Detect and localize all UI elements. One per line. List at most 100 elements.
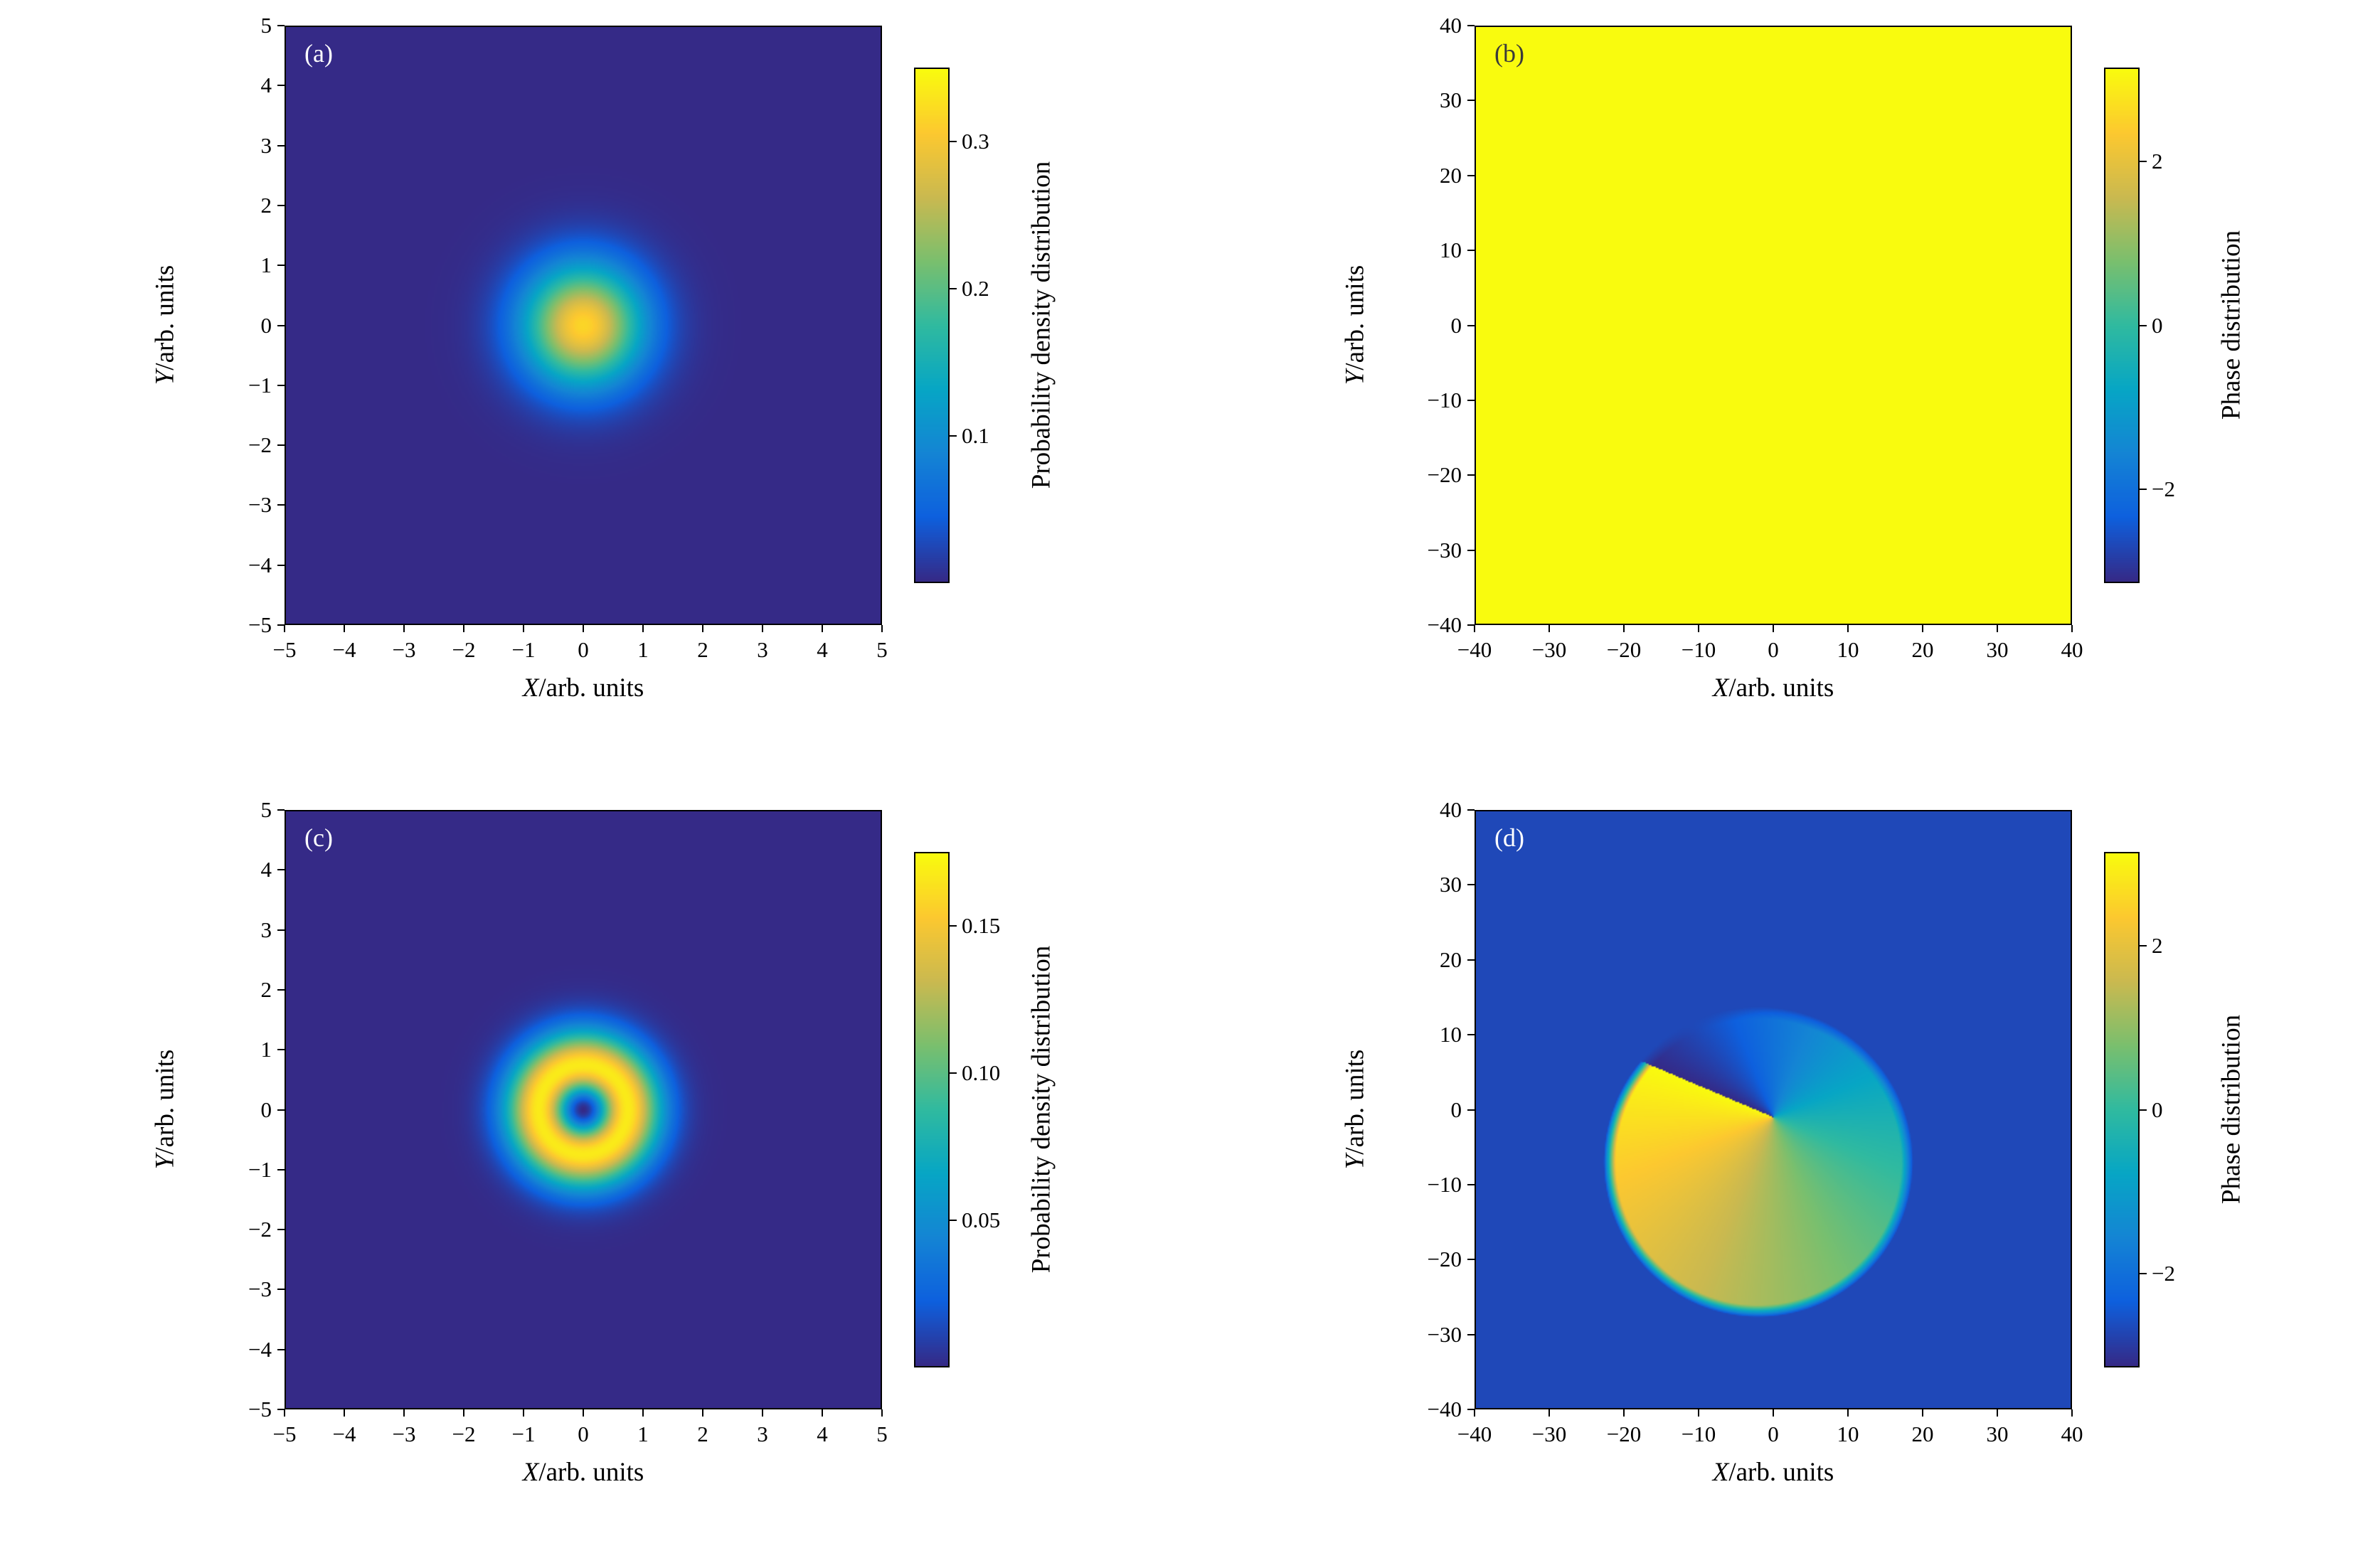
- x-tick-label: 30: [1986, 637, 2009, 662]
- x-tick: [881, 1409, 883, 1417]
- y-tick-label: −1: [248, 372, 272, 398]
- x-tick: [642, 625, 644, 632]
- x-tick-label: −1: [511, 1422, 536, 1446]
- x-tick-label: 0: [1768, 1422, 1779, 1446]
- colorbar-tick-label: 0.2: [962, 275, 989, 301]
- colorbar-tick-label: 0.10: [962, 1060, 1001, 1085]
- x-tick-label: 2: [697, 1422, 708, 1446]
- x-tick: [583, 1409, 584, 1417]
- x-axis-units: /arb. units: [1728, 1458, 1834, 1487]
- y-tick: [1467, 1034, 1475, 1036]
- y-tick: [277, 564, 285, 566]
- x-tick: [463, 1409, 464, 1417]
- y-tick-label: 0: [1450, 312, 1462, 338]
- y-tick: [1467, 809, 1475, 811]
- x-tick-label: −30: [1531, 637, 1567, 662]
- x-tick-label: 40: [2061, 637, 2083, 662]
- x-tick: [284, 1409, 285, 1417]
- x-tick: [403, 1409, 405, 1417]
- y-tick-label: −20: [1427, 462, 1462, 488]
- y-tick: [277, 444, 285, 447]
- y-tick: [1467, 250, 1475, 252]
- x-tick: [822, 1409, 823, 1417]
- x-axis-label-b: X/arb. units: [1475, 673, 2072, 703]
- y-tick: [1467, 174, 1475, 176]
- colorbar-tick: [2140, 1109, 2147, 1111]
- x-tick-label: 20: [1911, 637, 1934, 662]
- y-tick-label: −1: [248, 1156, 272, 1182]
- y-tick-label: 0: [1450, 1097, 1462, 1122]
- y-tick: [1467, 884, 1475, 886]
- x-axis-units: /arb. units: [538, 1458, 644, 1487]
- colorbar-label-d: Phase distribution: [2216, 1014, 2246, 1205]
- y-tick-label: −2: [248, 432, 272, 458]
- x-tick: [1773, 1409, 1774, 1417]
- y-tick-label: 4: [260, 857, 272, 882]
- colorbar-gradient-a: [915, 69, 948, 582]
- x-tick-label: −1: [511, 637, 536, 662]
- x-axis-label-d: X/arb. units: [1475, 1457, 2072, 1488]
- y-tick-label: 20: [1440, 162, 1462, 188]
- x-tick-label: −40: [1457, 1422, 1492, 1446]
- y-tick: [1467, 25, 1475, 26]
- x-tick-label: −4: [332, 637, 356, 662]
- colorbar-tick-label: 2: [2152, 148, 2163, 174]
- x-tick-label: 30: [1986, 1422, 2009, 1446]
- x-tick: [1997, 1409, 1998, 1417]
- plot-area-c: (c): [285, 810, 882, 1409]
- y-tick: [277, 85, 285, 87]
- y-tick-label: 2: [260, 976, 272, 1002]
- y-tick: [277, 1289, 285, 1291]
- colorbar-tick: [2140, 944, 2147, 946]
- y-tick-label: 1: [260, 1037, 272, 1062]
- x-tick-label: −4: [332, 1422, 356, 1446]
- y-tick-label: 0: [260, 312, 272, 338]
- colorbar-tick: [2140, 1273, 2147, 1275]
- y-tick: [277, 25, 285, 26]
- y-tick-label: 40: [1440, 797, 1462, 822]
- x-axis-variable: X: [1712, 673, 1729, 703]
- x-axis-variable: X: [522, 673, 539, 703]
- y-tick: [277, 504, 285, 506]
- colorbar-tick: [2140, 160, 2147, 162]
- colorbar-b: [2104, 68, 2140, 583]
- x-tick-label: −3: [392, 1422, 416, 1446]
- y-tick: [277, 1168, 285, 1170]
- x-tick-label: −3: [392, 637, 416, 662]
- x-tick: [702, 625, 703, 632]
- y-tick: [277, 324, 285, 326]
- x-tick: [583, 625, 584, 632]
- x-tick-label: −20: [1606, 1422, 1642, 1446]
- colorbar-label-b: Phase distribution: [2216, 230, 2246, 420]
- colorbar-a: [914, 68, 950, 583]
- x-tick: [1997, 625, 1998, 632]
- colorbar-tick: [950, 140, 957, 142]
- y-tick: [277, 988, 285, 991]
- y-tick: [277, 809, 285, 811]
- colorbar-tick-label: 0: [2152, 312, 2163, 338]
- colorbar-tick-label: −2: [2152, 1261, 2175, 1286]
- y-tick-label: −10: [1427, 387, 1462, 412]
- y-tick: [1467, 959, 1475, 961]
- x-tick: [523, 1409, 524, 1417]
- x-tick: [762, 1409, 763, 1417]
- y-tick-label: 10: [1440, 1022, 1462, 1047]
- x-tick: [702, 1409, 703, 1417]
- y-tick: [277, 869, 285, 871]
- colorbar-tick-label: 0.3: [962, 128, 989, 154]
- y-tick-label: −2: [248, 1217, 272, 1242]
- x-tick-label: 2: [697, 637, 708, 662]
- y-tick: [277, 384, 285, 386]
- y-tick-label: −3: [248, 492, 272, 518]
- x-tick-label: −2: [452, 637, 476, 662]
- heatmap-d: [1476, 811, 2071, 1408]
- y-tick: [1467, 549, 1475, 551]
- x-axis-units: /arb. units: [1728, 673, 1834, 703]
- y-tick: [277, 1348, 285, 1350]
- y-tick-label: −4: [248, 552, 272, 577]
- x-tick: [1474, 625, 1475, 632]
- x-tick: [463, 625, 464, 632]
- y-tick-label: 2: [260, 192, 272, 218]
- x-tick: [344, 1409, 345, 1417]
- y-axis-variable: Y: [1340, 370, 1370, 385]
